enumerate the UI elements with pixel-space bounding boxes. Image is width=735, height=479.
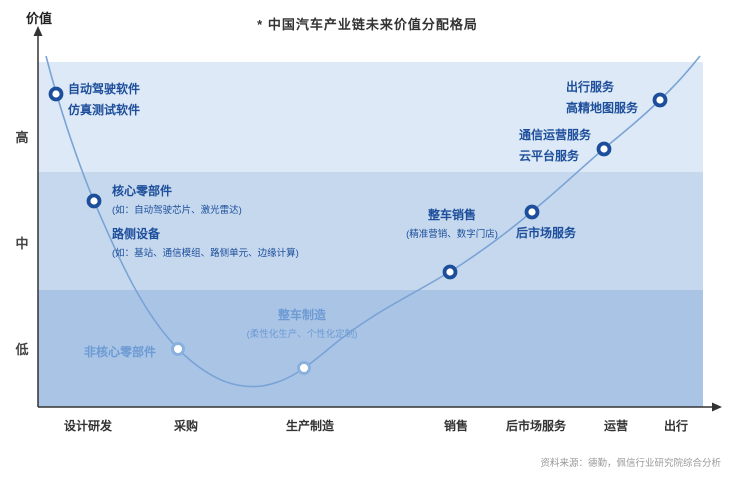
smile-curve (45, 55, 701, 388)
chart-title: * 中国汽车产业链未来价值分配格局 (257, 17, 478, 32)
annotation-line: 仿真测试软件 (68, 103, 141, 117)
annotation-line: 云平台服务 (519, 149, 580, 163)
annotation-line: 出行服务 (566, 80, 615, 94)
annotation-subtitle: (柔性化生产、个性化定制) (246, 329, 358, 340)
x-tick-sales: 销售 (443, 419, 469, 433)
band-high (38, 62, 703, 172)
annotation-line: 高精地图服务 (566, 101, 639, 115)
point-vehicle-sales (442, 264, 458, 280)
x-tick-procurement: 采购 (173, 419, 199, 433)
band-mid (38, 172, 703, 290)
annotation-title: 路侧设备 (112, 227, 161, 241)
annotation-mobility-service: 出行服务 高精地图服务 (566, 78, 638, 116)
source-note: 资料来源：德勤，佩信行业研究院综合分析 (540, 458, 721, 469)
x-tick-manufacturing: 生产制造 (285, 419, 335, 433)
annotation-roadside-equipment: 路侧设备 (如：基站、通信模组、路侧单元、边缘计算) (112, 225, 299, 259)
annotation-title: 整车制造 (277, 308, 327, 322)
point-telecom-cloud (596, 141, 612, 157)
annotation-line: 通信运营服务 (519, 128, 592, 142)
y-tick-mid: 中 (15, 236, 29, 251)
annotation-title: 后市场服务 (516, 226, 577, 240)
annotation-title: 整车销售 (427, 208, 477, 222)
annotation-vehicle-sales: 整车销售 (精准营销、数字门店) (406, 206, 498, 240)
x-tick-aftermarket: 后市场服务 (505, 419, 567, 433)
annotation-title: 核心零部件 (112, 184, 173, 198)
y-axis-title: 价值 (26, 11, 53, 26)
point-core-parts (86, 193, 102, 209)
y-axis-arrow-icon (33, 26, 43, 36)
annotation-subtitle: (如：基站、通信模组、路侧单元、边缘计算) (112, 248, 299, 259)
point-non-core-parts (171, 342, 185, 356)
annotation-line: 自动驾驶软件 (68, 82, 141, 96)
annotation-core-parts: 核心零部件 (如：自动驾驶芯片、激光雷达) (112, 182, 242, 216)
annotation-vehicle-manufacturing: 整车制造 (柔性化生产、个性化定制) (247, 306, 358, 340)
point-vehicle-manufacturing (297, 361, 311, 375)
x-axis-arrow-icon (712, 402, 722, 412)
x-tick-design-rd: 设计研发 (63, 419, 113, 433)
point-aftermarket-service (524, 204, 540, 220)
band-low (38, 290, 703, 407)
annotation-autonomous-software: 自动驾驶软件 仿真测试软件 (68, 80, 140, 118)
annotation-subtitle: (精准营销、数字门店) (406, 229, 498, 240)
point-autonomous-software (48, 86, 64, 102)
annotation-non-core-parts: 非核心零部件 (84, 343, 156, 360)
annotation-aftermarket-service: 后市场服务 (516, 224, 576, 241)
point-mobility-service (652, 92, 668, 108)
annotation-subtitle: (如：自动驾驶芯片、激光雷达) (112, 205, 242, 216)
x-tick-operations: 运营 (603, 419, 629, 433)
y-tick-low: 低 (15, 342, 29, 357)
annotation-title: 非核心零部件 (84, 345, 157, 359)
annotation-telecom-cloud: 通信运营服务 云平台服务 (519, 126, 591, 164)
x-tick-mobility: 出行 (663, 419, 689, 433)
y-tick-high: 高 (15, 130, 29, 145)
